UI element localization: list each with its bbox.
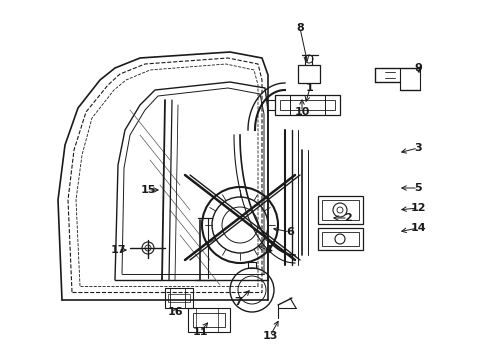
Text: 8: 8 bbox=[296, 23, 304, 33]
Text: 7: 7 bbox=[234, 297, 242, 307]
Bar bbox=[280, 100, 335, 110]
Text: 6: 6 bbox=[286, 227, 294, 237]
Text: 9: 9 bbox=[414, 63, 422, 73]
Text: 16: 16 bbox=[167, 307, 183, 317]
Text: 13: 13 bbox=[262, 331, 278, 341]
Text: 10: 10 bbox=[294, 107, 310, 117]
Bar bbox=[322, 232, 359, 246]
Text: 15: 15 bbox=[140, 185, 156, 195]
Text: 5: 5 bbox=[414, 183, 422, 193]
Text: 2: 2 bbox=[344, 213, 352, 223]
Bar bbox=[168, 294, 190, 302]
Bar bbox=[318, 228, 363, 250]
Bar bbox=[188, 308, 230, 332]
Text: 11: 11 bbox=[192, 327, 208, 337]
Text: 14: 14 bbox=[410, 223, 426, 233]
Bar bbox=[298, 65, 320, 83]
Text: 3: 3 bbox=[414, 143, 422, 153]
Bar bbox=[275, 95, 340, 115]
Text: 17: 17 bbox=[110, 245, 126, 255]
Bar bbox=[165, 288, 193, 308]
Text: 1: 1 bbox=[306, 83, 314, 93]
Bar bbox=[322, 200, 359, 220]
Bar bbox=[318, 196, 363, 224]
Bar bbox=[193, 313, 225, 327]
Text: 12: 12 bbox=[410, 203, 426, 213]
Text: 4: 4 bbox=[264, 245, 272, 255]
